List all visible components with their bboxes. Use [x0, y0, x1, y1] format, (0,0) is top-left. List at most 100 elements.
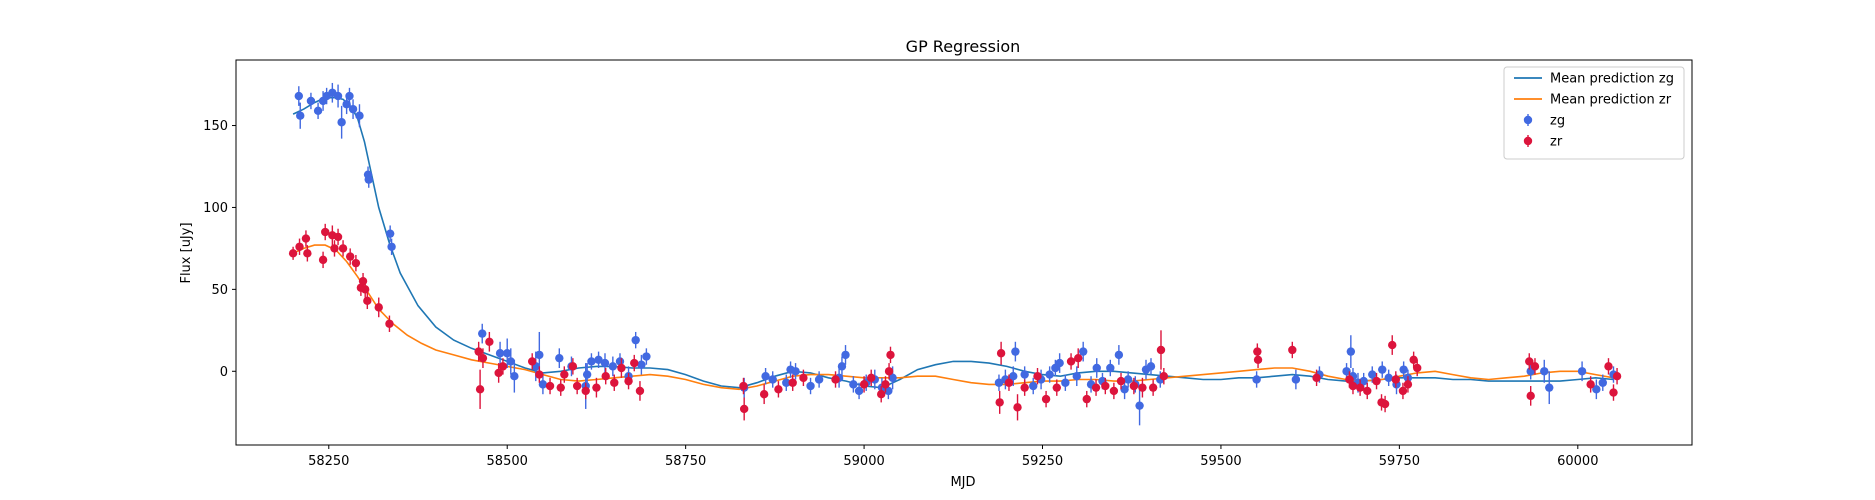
marker-zr	[1160, 372, 1168, 380]
marker-zg	[769, 375, 777, 383]
marker-zr	[1254, 356, 1262, 364]
marker-zg	[637, 361, 645, 369]
marker-zr	[479, 354, 487, 362]
marker-zg	[1147, 362, 1155, 370]
legend-label: Mean prediction zr	[1550, 93, 1672, 108]
marker-zr	[1363, 387, 1371, 395]
marker-zg	[761, 372, 769, 380]
x-axis-label: MJD	[950, 475, 975, 490]
legend: Mean prediction zg Mean prediction zr zg zr	[1504, 67, 1684, 159]
marker-zr	[569, 362, 577, 370]
marker-zg	[1124, 375, 1132, 383]
marker-zg	[355, 112, 363, 120]
marker-zr	[361, 285, 369, 293]
marker-zg	[1378, 365, 1386, 373]
chart-title: GP Regression	[906, 37, 1021, 56]
y-tick-label: 150	[203, 119, 228, 134]
marker-zr	[1053, 383, 1061, 391]
marker-zg	[642, 352, 650, 360]
marker-zr	[789, 379, 797, 387]
marker-zg	[609, 362, 617, 370]
marker-zr	[352, 259, 360, 267]
marker-zg	[510, 372, 518, 380]
marker-zr	[339, 244, 347, 252]
marker-zr	[1138, 383, 1146, 391]
marker-zg	[337, 118, 345, 126]
marker-zr	[1110, 387, 1118, 395]
marker-zr	[860, 380, 868, 388]
marker-zr	[546, 382, 554, 390]
x-tick-label: 58750	[665, 454, 706, 469]
x-tick-label: 60000	[1557, 454, 1598, 469]
marker-zr	[774, 385, 782, 393]
marker-zg	[555, 354, 563, 362]
marker-zr	[535, 370, 543, 378]
legend-label: Mean prediction zg	[1550, 72, 1674, 87]
marker-zr	[886, 351, 894, 359]
marker-zg	[1045, 370, 1053, 378]
marker-zr	[602, 372, 610, 380]
marker-zg	[601, 359, 609, 367]
marker-zg	[535, 351, 543, 359]
marker-zr	[330, 244, 338, 252]
marker-zg	[1055, 359, 1063, 367]
marker-zr	[363, 297, 371, 305]
y-tick-label: 0	[220, 365, 228, 380]
marker-zr	[1253, 347, 1261, 355]
marker-zg	[587, 357, 595, 365]
marker-zr	[1388, 341, 1396, 349]
marker-zr	[1067, 357, 1075, 365]
marker-zg	[1599, 379, 1607, 387]
marker-zr	[319, 256, 327, 264]
marker-zr	[499, 362, 507, 370]
marker-zr	[1413, 364, 1421, 372]
marker-zg	[386, 229, 394, 237]
marker-zr	[557, 383, 565, 391]
marker-zg	[1347, 347, 1355, 355]
y-tick-label: 50	[211, 283, 228, 298]
marker-zg	[1135, 401, 1143, 409]
marker-zr	[760, 390, 768, 398]
marker-zg	[334, 92, 342, 100]
marker-zr	[528, 357, 536, 365]
marker-zg	[1252, 375, 1260, 383]
marker-zg	[1093, 364, 1101, 372]
marker-zr	[321, 228, 329, 236]
marker-zr	[1372, 377, 1380, 385]
marker-zr	[1613, 372, 1621, 380]
marker-zr	[630, 359, 638, 367]
marker-zr	[1349, 382, 1357, 390]
x-tick-label: 58500	[487, 454, 528, 469]
marker-zg	[295, 92, 303, 100]
marker-zr	[1005, 379, 1013, 387]
marker-zr	[740, 405, 748, 413]
marker-zr	[334, 233, 342, 241]
x-tick-label: 59500	[1200, 454, 1241, 469]
marker-zg	[841, 351, 849, 359]
marker-zr	[610, 379, 618, 387]
marker-zr	[485, 338, 493, 346]
legend-marker-swatch	[1524, 116, 1532, 124]
marker-zg	[478, 329, 486, 337]
marker-zg	[349, 105, 357, 113]
marker-zr	[560, 370, 568, 378]
marker-zr	[636, 387, 644, 395]
marker-zg	[1106, 364, 1114, 372]
marker-zr	[289, 249, 297, 257]
marker-zr	[1092, 383, 1100, 391]
marker-zg	[1578, 367, 1586, 375]
marker-zg	[1292, 375, 1300, 383]
marker-zr	[346, 252, 354, 260]
legend-label: zr	[1550, 135, 1563, 150]
legend-label: zg	[1550, 114, 1565, 129]
marker-zr	[1083, 395, 1091, 403]
marker-zr	[1157, 346, 1165, 354]
marker-zr	[1312, 374, 1320, 382]
marker-zr	[1013, 403, 1021, 411]
x-tick-label: 59000	[843, 454, 884, 469]
marker-zr	[1130, 382, 1138, 390]
marker-zg	[1545, 383, 1553, 391]
marker-zr	[582, 387, 590, 395]
marker-zr	[997, 349, 1005, 357]
